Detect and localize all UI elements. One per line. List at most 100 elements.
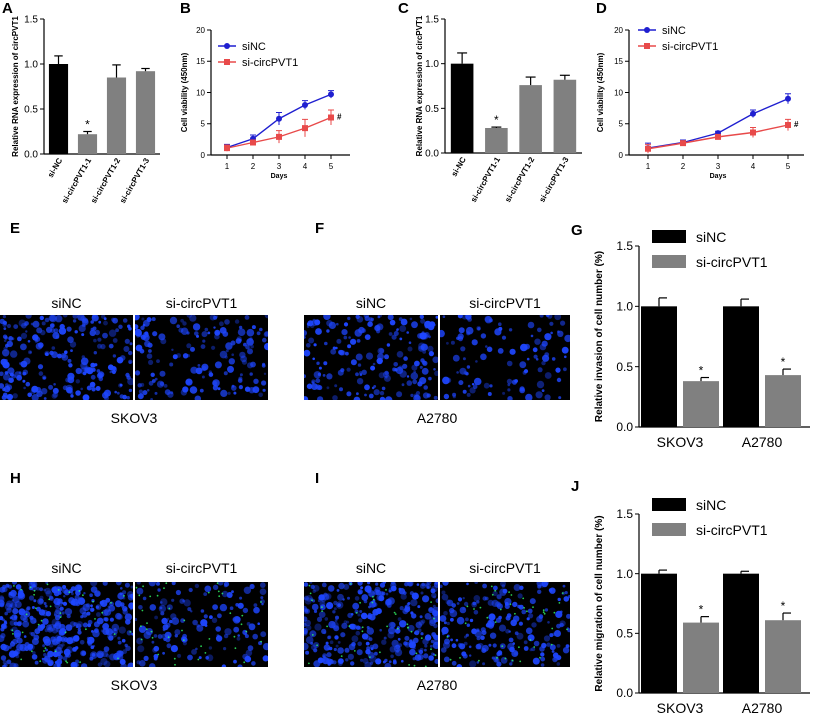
nucleus-dot — [336, 338, 342, 344]
nucleus-dot — [236, 636, 241, 641]
nucleus-dot — [26, 606, 31, 611]
nucleus-dot — [489, 384, 493, 388]
nucleus-dot — [0, 633, 6, 639]
nucleus-dot — [51, 586, 58, 594]
nucleus-dot — [162, 628, 166, 632]
nucleus-dot — [416, 583, 420, 586]
nucleus-dot — [90, 604, 93, 608]
nucleus-dot — [137, 645, 145, 653]
panel-letter-f: F — [315, 220, 325, 237]
green-dot — [566, 628, 568, 631]
nucleus-dot — [192, 619, 198, 626]
nucleus-dot — [411, 613, 417, 619]
nucleus-dot — [441, 593, 449, 601]
nucleus-dot — [430, 588, 436, 594]
nucleus-dot — [428, 607, 433, 612]
nucleus-dot — [107, 634, 112, 639]
nucleus-dot — [56, 663, 61, 667]
nucleus-dot — [148, 359, 154, 365]
nucleus-dot — [311, 319, 318, 326]
nucleus-dot — [450, 638, 453, 642]
nucleus-dot — [12, 651, 19, 657]
nucleus-dot — [499, 652, 503, 656]
nucleus-dot — [61, 643, 65, 647]
nucleus-dot — [2, 664, 7, 667]
nucleus-dot — [148, 582, 156, 587]
nucleus-dot — [338, 582, 345, 590]
green-dot — [486, 616, 489, 619]
x-axis-label: Days — [710, 173, 727, 180]
y-tick-label: 0.5 — [425, 104, 439, 115]
nucleus-dot — [388, 332, 393, 336]
nucleus-dot — [79, 640, 85, 645]
nucleus-dot — [484, 596, 489, 601]
green-dot — [408, 664, 410, 666]
nucleus-dot — [0, 371, 4, 377]
nucleus-dot — [75, 379, 81, 384]
nucleus-dot — [321, 582, 327, 588]
nucleus-dot — [4, 611, 8, 616]
nucleus-dot — [48, 384, 54, 390]
nucleus-dot — [432, 653, 436, 656]
nucleus-dot — [452, 395, 456, 399]
green-dot — [510, 594, 513, 596]
nucleus-dot — [233, 626, 240, 633]
nucleus-dot — [399, 337, 403, 341]
green-dot — [321, 610, 323, 612]
green-dot — [149, 595, 152, 598]
nucleus-dot — [408, 642, 414, 648]
green-dot — [424, 665, 427, 667]
green-dot — [33, 593, 35, 596]
nucleus-dot — [404, 606, 411, 613]
nucleus-dot — [74, 330, 78, 334]
micrograph-image-sinc — [304, 582, 438, 667]
nucleus-dot — [51, 618, 60, 627]
nucleus-dot — [440, 329, 445, 338]
nucleus-dot — [75, 367, 82, 375]
nucleus-dot — [406, 380, 413, 386]
x-tick-label: SKOV3 — [657, 434, 704, 450]
y-tick-label: 1.0 — [425, 59, 439, 70]
nucleus-dot — [482, 583, 487, 589]
nucleus-dot — [343, 583, 350, 590]
nucleus-dot — [44, 604, 48, 608]
y-tick-label: 1.0 — [616, 300, 633, 314]
nucleus-dot — [171, 617, 180, 625]
nucleus-dot — [471, 383, 475, 386]
nucleus-dot — [351, 642, 356, 647]
nucleus-dot — [337, 647, 344, 654]
nucleus-dot — [122, 394, 127, 400]
green-dot — [216, 582, 219, 585]
nucleus-dot — [153, 645, 160, 652]
nucleus-dot — [379, 391, 385, 396]
nucleus-dot — [546, 642, 551, 647]
green-dot — [135, 586, 138, 589]
nucleus-dot — [256, 331, 261, 336]
nucleus-dot — [146, 353, 153, 359]
nucleus-dot — [452, 354, 460, 362]
nucleus-dot — [393, 331, 399, 336]
nucleus-dot — [149, 604, 157, 611]
nucleus-dot — [516, 632, 524, 640]
nucleus-dot — [253, 378, 259, 384]
nucleus-dot — [356, 649, 363, 656]
nucleus-dot — [406, 331, 409, 334]
nucleus-dot — [381, 639, 387, 645]
nucleus-dot — [481, 630, 487, 636]
nucleus-dot — [128, 361, 132, 364]
bar-si-circPVT1-3 — [135, 71, 156, 154]
micrograph-image-sinc — [0, 582, 133, 667]
nucleus-dot — [215, 626, 221, 632]
nucleus-dot — [223, 371, 228, 376]
nucleus-dot — [376, 357, 383, 365]
nucleus-dot — [383, 374, 391, 382]
nucleus-dot — [163, 384, 168, 388]
data-point-si-circPVT1 — [680, 140, 686, 147]
nucleus-dot — [401, 659, 404, 663]
green-dot — [20, 658, 23, 661]
nucleus-dot — [396, 391, 403, 398]
nucleus-dot — [43, 588, 46, 592]
nucleus-dot — [433, 595, 437, 599]
nucleus-dot — [11, 614, 18, 621]
bar-A2780-siNC — [723, 306, 759, 427]
